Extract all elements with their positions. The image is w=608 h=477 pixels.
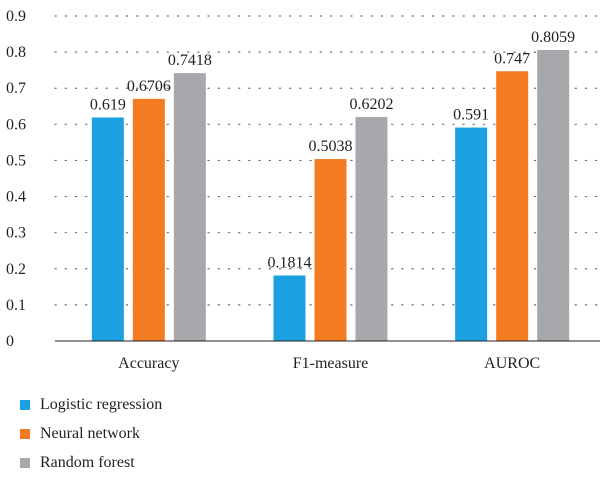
bar xyxy=(314,159,347,341)
bar xyxy=(355,117,388,342)
y-axis-ticks: 0 0.1 0.2 0.3 0.4 0.5 0.6 0.7 0.8 0.9 xyxy=(6,8,26,350)
category-label: AUROC xyxy=(484,355,540,372)
bar xyxy=(537,49,570,341)
y-tick-label: 0.1 xyxy=(6,297,26,314)
data-label: 0.8059 xyxy=(531,29,575,46)
bar xyxy=(496,71,529,341)
y-tick-label: 0.9 xyxy=(6,8,26,25)
bar xyxy=(173,73,206,341)
y-tick-label: 0.7 xyxy=(6,80,26,97)
bar xyxy=(132,98,165,341)
bar xyxy=(91,117,124,341)
legend-swatch xyxy=(20,457,30,468)
data-label: 0.6202 xyxy=(350,96,394,113)
y-tick-label: 0.6 xyxy=(6,116,26,133)
legend-label: Neural network xyxy=(40,424,140,442)
legend: Logistic regression Neural network Random … xyxy=(20,390,162,477)
y-tick-label: 0 xyxy=(6,333,14,350)
y-tick-label: 0.3 xyxy=(6,225,26,242)
data-label: 0.6706 xyxy=(127,78,171,95)
y-tick-label: 0.4 xyxy=(6,189,26,206)
y-tick-label: 0.2 xyxy=(6,261,26,278)
data-label: 0.1814 xyxy=(268,254,312,271)
legend-swatch xyxy=(20,399,30,410)
y-tick-label: 0.8 xyxy=(6,44,26,61)
data-label: 0.7418 xyxy=(168,52,212,69)
legend-item: Logistic regression xyxy=(20,390,162,419)
bar xyxy=(455,127,488,341)
category-label: Accuracy xyxy=(118,355,179,372)
data-label: 0.619 xyxy=(90,96,126,113)
legend-label: Random forest xyxy=(40,453,135,471)
legend-swatch xyxy=(20,428,30,439)
data-label: 0.591 xyxy=(453,107,489,124)
bar xyxy=(273,275,306,341)
legend-item: Neural network xyxy=(20,419,162,448)
data-label: 0.747 xyxy=(494,50,530,67)
category-labels: Accuracy F1-measure AUROC xyxy=(118,355,540,372)
bars xyxy=(91,49,570,342)
data-label: 0.5038 xyxy=(309,138,353,155)
legend-item: Random forest xyxy=(20,448,162,477)
category-label: F1-measure xyxy=(293,355,369,372)
y-tick-label: 0.5 xyxy=(6,152,26,169)
legend-label: Logistic regression xyxy=(40,395,163,413)
